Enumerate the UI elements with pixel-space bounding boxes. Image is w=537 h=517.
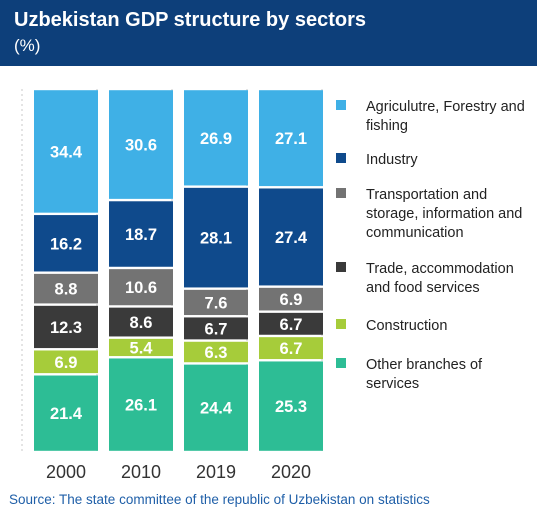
legend-swatch-trade <box>336 262 346 272</box>
bar-segment-2000-2 <box>34 305 98 349</box>
data-label-2020-3: 6.9 <box>280 291 303 309</box>
bar-segment-2020-1 <box>259 337 323 360</box>
legend-swatch-other <box>336 358 346 368</box>
bar-segment-2010-2 <box>109 307 173 337</box>
legend-label-trade: Trade, accommodation and food services <box>366 261 514 296</box>
data-label-2000-4: 16.2 <box>50 235 82 253</box>
bar-segment-2019-4 <box>184 187 248 288</box>
bar-segment-2000-1 <box>34 350 98 374</box>
x-tick-label-2000: 2000 <box>46 462 86 482</box>
data-label-2020-2: 6.7 <box>280 316 303 334</box>
bar-segment-2010-3 <box>109 269 173 306</box>
legend-label-industry: Industry <box>366 152 418 168</box>
bar-segment-2010-4 <box>109 201 173 267</box>
chart-subtitle: (%) <box>14 36 41 55</box>
bar-segment-2020-2 <box>259 312 323 335</box>
chart-header: Uzbekistan GDP structure by sectors (%) <box>0 0 537 66</box>
data-label-2019-0: 24.4 <box>200 400 233 418</box>
legend-label-other: Other branches of services <box>366 357 483 392</box>
data-label-2019-5: 26.9 <box>200 130 232 148</box>
source-note: Source: The state committee of the repub… <box>9 492 430 507</box>
legend-swatch-industry <box>336 153 346 163</box>
data-label-2010-5: 30.6 <box>125 137 157 155</box>
data-label-2010-0: 26.1 <box>125 397 157 415</box>
legend-swatch-transportation <box>336 188 346 198</box>
bar-segment-2010-5 <box>109 90 173 199</box>
legend-label-agriculture: Agriculutre, Forestry and fishing <box>366 99 525 134</box>
data-label-2000-5: 34.4 <box>50 143 83 161</box>
legend-swatch-construction <box>336 319 346 329</box>
data-label-2010-1: 5.4 <box>130 339 154 357</box>
bar-segment-2019-3 <box>184 289 248 316</box>
x-tick-label-2020: 2020 <box>271 462 311 482</box>
legend-swatch-agriculture <box>336 100 346 110</box>
data-label-2000-1: 6.9 <box>55 354 78 372</box>
chart-title: Uzbekistan GDP structure by sectors <box>14 9 366 31</box>
bar-segment-2019-5 <box>184 90 248 186</box>
bar-segment-2020-3 <box>259 287 323 311</box>
bar-segment-2000-3 <box>34 273 98 304</box>
legend-label-transportation: Transportation and storage, information … <box>366 187 523 241</box>
data-label-2010-4: 18.7 <box>125 226 157 244</box>
bar-segment-2019-0 <box>184 364 248 451</box>
data-label-2020-0: 25.3 <box>275 398 307 416</box>
data-label-2010-3: 10.6 <box>125 279 157 297</box>
bar-segment-2010-1 <box>109 338 173 357</box>
x-tick-label-2010: 2010 <box>121 462 161 482</box>
bar-segment-2020-4 <box>259 188 323 286</box>
data-label-2020-5: 27.1 <box>275 130 307 148</box>
bar-segment-2019-1 <box>184 341 248 363</box>
data-label-2019-4: 28.1 <box>200 230 232 248</box>
data-label-2019-3: 7.6 <box>205 294 228 312</box>
bar-segment-2020-5 <box>259 90 323 187</box>
data-label-2000-2: 12.3 <box>50 319 82 337</box>
legend-label-construction: Construction <box>366 318 448 334</box>
data-label-2010-2: 8.6 <box>130 314 153 332</box>
data-label-2020-1: 6.7 <box>280 340 303 358</box>
bar-segment-2010-0 <box>109 358 173 451</box>
data-label-2000-3: 8.8 <box>55 281 78 299</box>
bar-segment-2000-5 <box>34 90 98 213</box>
data-label-2019-1: 6.3 <box>205 344 228 362</box>
bar-segment-2000-4 <box>34 215 98 272</box>
data-label-2020-4: 27.4 <box>275 229 308 247</box>
data-label-2000-0: 21.4 <box>50 405 83 423</box>
bar-segment-2000-0 <box>34 375 98 451</box>
x-tick-label-2019: 2019 <box>196 462 236 482</box>
stacked-bar-chart: 21.4 6.9 12.3 8.8 16.2 34.4 2000 26.1 5.4 8.6 10.6… <box>21 89 323 482</box>
bar-segment-2019-2 <box>184 317 248 340</box>
data-label-2019-2: 6.7 <box>205 320 228 338</box>
bar-segment-2020-0 <box>259 361 323 451</box>
